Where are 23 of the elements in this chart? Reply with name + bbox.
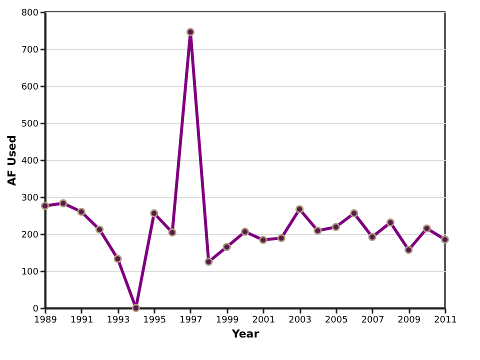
- x-tick-label: 2009: [398, 316, 421, 326]
- x-tick-label: 1991: [70, 316, 94, 326]
- x-tick-label: 1995: [143, 316, 166, 326]
- x-tick-label: 1993: [106, 316, 130, 326]
- x-tick-label: 2001: [252, 316, 276, 326]
- x-tick-label: 2005: [324, 316, 348, 326]
- y-axis-title: AF Used: [5, 135, 18, 186]
- y-tick-label: 800: [21, 8, 39, 18]
- y-tick-label: 0: [32, 304, 39, 314]
- x-tick-label: 2007: [361, 316, 384, 326]
- y-tick-label: 600: [21, 82, 39, 92]
- y-tick-label: 300: [21, 194, 39, 204]
- y-tick-label: 200: [21, 230, 39, 240]
- x-tick-label: 1989: [34, 316, 58, 326]
- x-tick-label: 1999: [216, 316, 240, 326]
- y-tick-label: 100: [21, 268, 39, 278]
- x-tick-label: 2003: [288, 316, 312, 326]
- y-tick-label: 400: [21, 156, 39, 166]
- y-tick-label: 700: [21, 46, 39, 56]
- x-axis-title: Year: [230, 328, 260, 340]
- x-tick-label: 1997: [180, 316, 202, 326]
- y-tick-label: 500: [21, 120, 39, 130]
- x-tick-label: 2011: [434, 316, 457, 326]
